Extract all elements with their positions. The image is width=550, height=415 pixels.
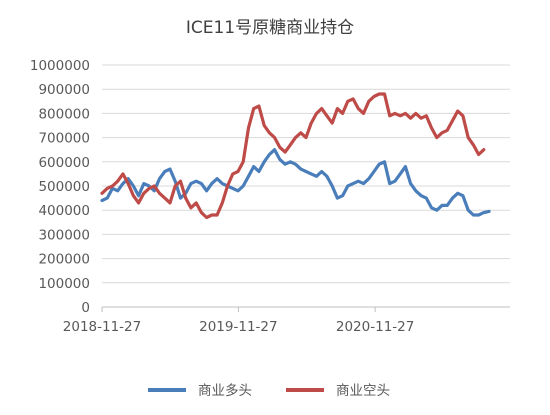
legend-label: 商业多头 <box>198 382 252 399</box>
series-line-short <box>100 92 486 220</box>
y-tick-label: 1000000 <box>30 58 90 74</box>
y-axis-tick-labels: 0 100000 200000 300000 400000 500000 600000 700… <box>30 58 90 316</box>
y-tick-label: 900000 <box>38 82 90 98</box>
series-lines <box>100 92 491 220</box>
legend-label: 商业空头 <box>336 383 390 399</box>
y-tick-label: 800000 <box>38 106 90 122</box>
grid-lines <box>102 64 510 284</box>
x-axis: 2018-11-27 2019-11-27 2020-11-27 <box>63 306 510 335</box>
x-tick-label: 2018-11-27 <box>63 319 141 335</box>
chart-title: ICE11号原糖商业持仓 <box>186 18 354 38</box>
y-tick-label: 600000 <box>38 155 90 171</box>
y-tick-label: 100000 <box>38 276 90 292</box>
y-tick-label: 400000 <box>38 203 90 219</box>
y-tick-label: 200000 <box>38 252 90 268</box>
x-tick-label: 2020-11-27 <box>336 319 414 335</box>
y-tick-label: 500000 <box>38 179 90 195</box>
legend: 商业多头 商业空头 <box>148 382 390 399</box>
y-tick-label: 0 <box>81 300 90 316</box>
series-line-long <box>100 148 491 217</box>
y-tick-label: 300000 <box>38 227 90 243</box>
y-tick-label: 700000 <box>38 131 90 147</box>
x-tick-label: 2019-11-27 <box>199 319 277 335</box>
